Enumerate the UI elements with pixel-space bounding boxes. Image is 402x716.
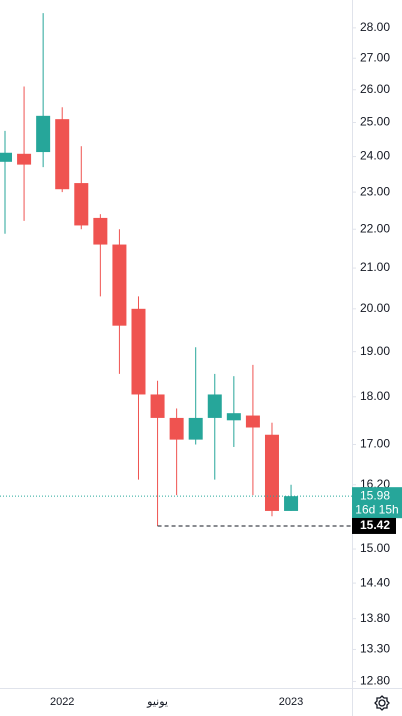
candle-body <box>0 152 12 162</box>
y-tick-label: 25.00 <box>360 115 390 129</box>
y-tick-label: 27.00 <box>360 50 390 64</box>
y-tick-label: 24.00 <box>360 149 390 163</box>
low-marker-box <box>352 517 396 534</box>
last-price-box <box>352 487 402 519</box>
y-tick-label: 15.00 <box>360 541 390 555</box>
candle-body <box>150 394 165 418</box>
candle-body <box>264 434 279 511</box>
y-tick-label: 13.80 <box>360 611 390 625</box>
candle-body <box>169 417 184 440</box>
candle-body <box>188 417 203 440</box>
y-tick-label: 19.00 <box>360 344 390 358</box>
candle-body <box>93 217 108 245</box>
y-tick-label: 21.00 <box>360 260 390 274</box>
last-price-label: 15.98 <box>360 488 390 502</box>
x-tick-label: 2022 <box>50 696 74 708</box>
x-tick-label: 2023 <box>279 696 303 708</box>
candle-body <box>131 308 146 395</box>
candle-body <box>207 394 222 418</box>
y-tick-label: 26.00 <box>360 82 390 96</box>
y-tick-label: 17.00 <box>360 437 390 451</box>
y-tick-label: 20.00 <box>360 301 390 315</box>
y-tick-label: 13.30 <box>360 642 390 656</box>
candle-body <box>284 496 299 511</box>
y-tick-label: 28.00 <box>360 20 390 34</box>
candle-body <box>74 183 89 226</box>
y-tick-label: 23.00 <box>360 184 390 198</box>
y-tick-label: 14.40 <box>360 575 390 589</box>
candle-body <box>245 415 260 428</box>
candle-body <box>226 413 241 421</box>
countdown-label: 16d 15h <box>355 502 398 516</box>
candle-body <box>55 119 70 190</box>
settings-icon-hub <box>378 699 386 707</box>
settings-icon[interactable] <box>374 695 390 711</box>
low-marker-label: 15.42 <box>360 518 390 532</box>
candle-body <box>17 153 32 165</box>
candle-body <box>112 244 127 326</box>
candle-body <box>36 115 51 153</box>
x-tick-label: يونيو <box>146 696 168 708</box>
settings-icon-gear <box>374 695 390 711</box>
y-tick-label: 18.00 <box>360 389 390 403</box>
y-tick-label: 22.00 <box>360 221 390 235</box>
y-tick-label: 12.80 <box>360 674 390 688</box>
